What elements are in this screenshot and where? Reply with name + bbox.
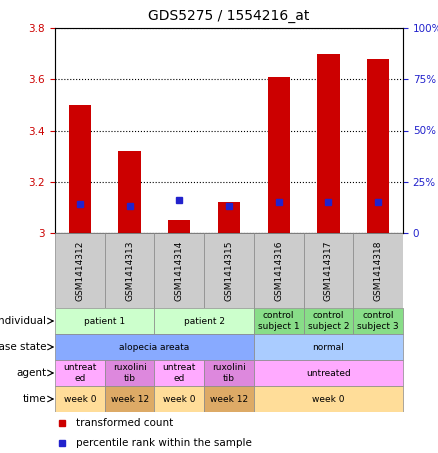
Text: time: time xyxy=(23,394,46,404)
Bar xyxy=(268,77,290,233)
Text: disease state: disease state xyxy=(0,342,46,352)
Text: GSM1414314: GSM1414314 xyxy=(175,240,184,301)
Text: week 0: week 0 xyxy=(64,395,96,404)
Text: normal: normal xyxy=(313,342,344,352)
Bar xyxy=(254,334,403,360)
Bar xyxy=(254,386,403,412)
Text: control
subject 2: control subject 2 xyxy=(307,311,349,331)
Bar xyxy=(168,220,191,233)
Bar xyxy=(254,360,403,386)
Bar xyxy=(155,360,204,386)
Bar xyxy=(155,386,204,412)
Text: week 0: week 0 xyxy=(163,395,195,404)
Bar xyxy=(105,360,155,386)
Text: individual: individual xyxy=(0,316,46,326)
Bar xyxy=(304,233,353,308)
Text: week 12: week 12 xyxy=(210,395,248,404)
Text: agent: agent xyxy=(16,368,46,378)
Text: control
subject 3: control subject 3 xyxy=(357,311,399,331)
Text: alopecia areata: alopecia areata xyxy=(119,342,190,352)
Bar xyxy=(55,308,155,334)
Text: control
subject 1: control subject 1 xyxy=(258,311,300,331)
Title: GDS5275 / 1554216_at: GDS5275 / 1554216_at xyxy=(148,9,310,23)
Text: ruxolini
tib: ruxolini tib xyxy=(212,363,246,383)
Text: patient 1: patient 1 xyxy=(84,317,125,326)
Bar xyxy=(353,308,403,334)
Text: GSM1414318: GSM1414318 xyxy=(374,240,383,301)
Text: patient 2: patient 2 xyxy=(184,317,225,326)
Bar xyxy=(254,308,304,334)
Bar xyxy=(155,308,254,334)
Bar xyxy=(105,233,155,308)
Text: GSM1414317: GSM1414317 xyxy=(324,240,333,301)
Text: untreat
ed: untreat ed xyxy=(63,363,96,383)
Bar xyxy=(69,105,91,233)
Text: percentile rank within the sample: percentile rank within the sample xyxy=(76,438,252,448)
Bar xyxy=(353,233,403,308)
Bar xyxy=(304,308,353,334)
Text: week 12: week 12 xyxy=(110,395,148,404)
Text: untreated: untreated xyxy=(306,368,351,377)
Bar xyxy=(55,233,105,308)
Text: GSM1414316: GSM1414316 xyxy=(274,240,283,301)
Text: GSM1414313: GSM1414313 xyxy=(125,240,134,301)
Bar xyxy=(55,334,254,360)
Text: GSM1414312: GSM1414312 xyxy=(75,240,85,301)
Text: ruxolini
tib: ruxolini tib xyxy=(113,363,146,383)
Bar xyxy=(105,386,155,412)
Bar xyxy=(204,360,254,386)
Text: GSM1414315: GSM1414315 xyxy=(225,240,233,301)
Bar xyxy=(118,151,141,233)
Bar xyxy=(317,53,339,233)
Text: untreat
ed: untreat ed xyxy=(162,363,196,383)
Bar xyxy=(254,233,304,308)
Bar xyxy=(55,360,105,386)
Bar xyxy=(55,386,105,412)
Text: week 0: week 0 xyxy=(312,395,345,404)
Bar xyxy=(155,233,204,308)
Bar xyxy=(204,233,254,308)
Text: transformed count: transformed count xyxy=(76,419,173,429)
Bar xyxy=(204,386,254,412)
Bar xyxy=(367,59,389,233)
Bar xyxy=(218,202,240,233)
